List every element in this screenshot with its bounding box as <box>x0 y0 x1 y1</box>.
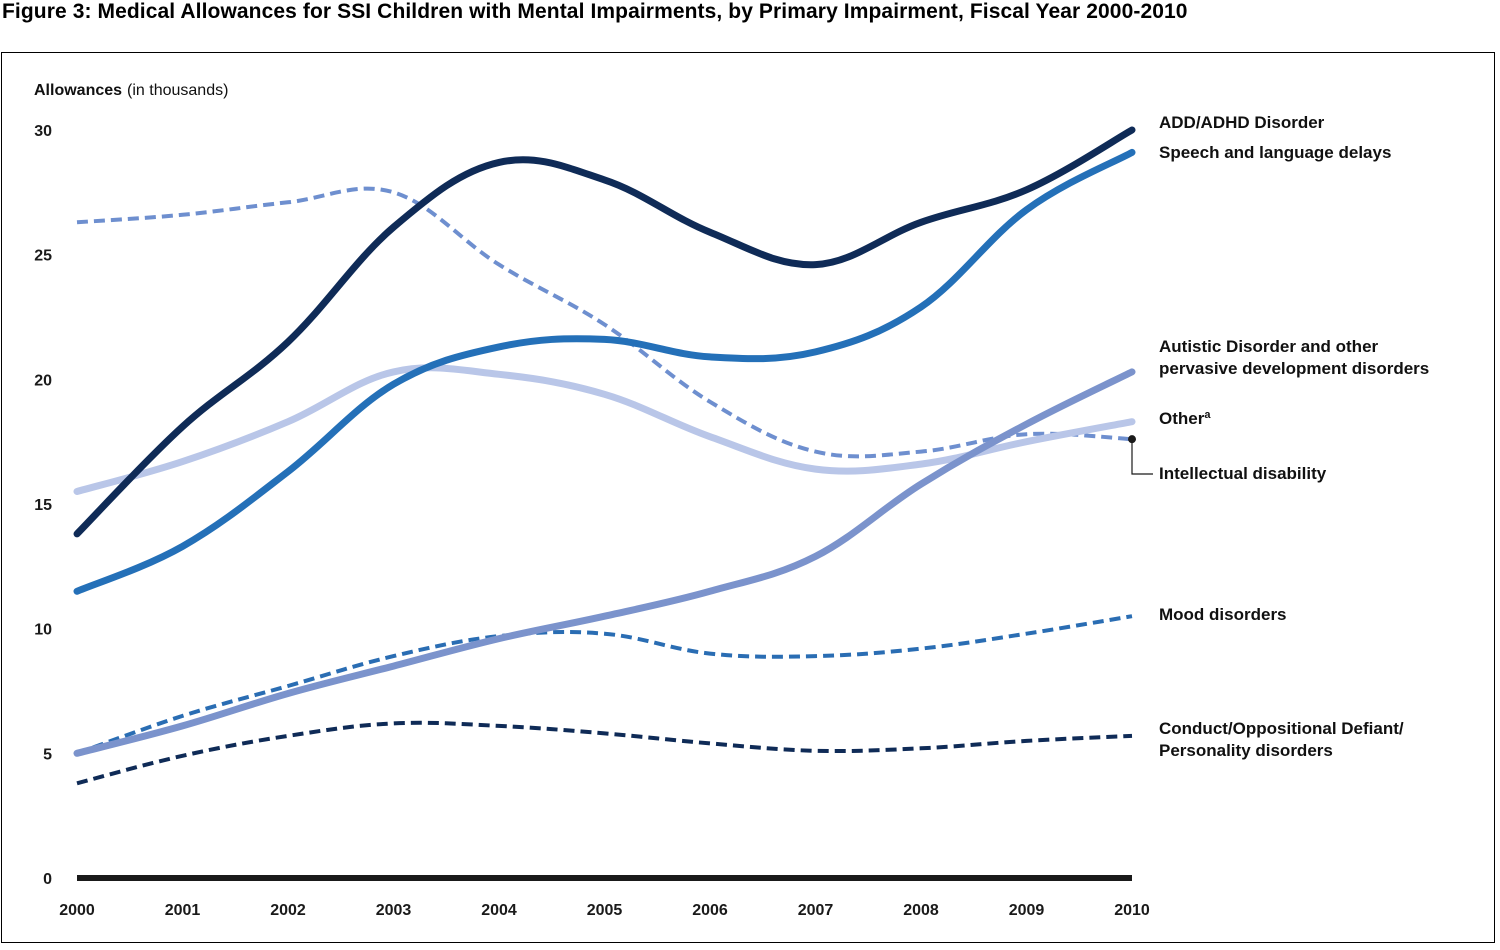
callout-dot <box>1128 435 1136 444</box>
x-tick-label: 2009 <box>1009 902 1045 919</box>
callout-leader-line <box>1131 442 1153 475</box>
x-tick-label: 2000 <box>59 902 95 919</box>
series-line-autistic-disorder-and-other-pervasive-development-disorders <box>73 368 1136 757</box>
svg-text:Intellectual disability: Intellectual disability <box>1159 464 1327 483</box>
x-tick-label: 2007 <box>798 902 834 919</box>
svg-text:Speech and language delays: Speech and language delays <box>1159 143 1391 162</box>
chart-title: Figure 3: Medical Allowances for SSI Chi… <box>2 0 1188 23</box>
svg-text:Mood disorders: Mood disorders <box>1159 605 1287 624</box>
legend-label-autistic-disorder-and-other-pervasive-development-disorders: Autistic Disorder and other pervasive dev… <box>1159 337 1429 378</box>
label-layer: Allowances (in thousands) 0 5 10 15 20 25 30 2000… <box>34 82 1429 919</box>
y-tick-label: 0 <box>43 871 52 888</box>
legend-label-intellectual-disability: Intellectual disability <box>1159 464 1327 483</box>
x-tick-label: 2006 <box>692 902 728 919</box>
series-line-intellectual-disability <box>76 186 1133 459</box>
svg-text:pervasive development disorder: pervasive development disorders <box>1159 359 1429 378</box>
x-tick-label: 2004 <box>481 902 517 919</box>
legend-label-other: Othera <box>1159 409 1211 428</box>
x-tick-label: 2002 <box>270 902 306 919</box>
legend-label-speech-and-language-delays: Speech and language delays <box>1159 143 1391 162</box>
y-tick-label: 15 <box>34 497 52 514</box>
x-tick-label: 2005 <box>587 902 623 919</box>
svg-text:Othera: Othera <box>1159 409 1211 428</box>
x-tick-label: 2008 <box>903 902 939 919</box>
y-axis-label: Allowances (in thousands) <box>34 82 228 99</box>
svg-text:ADD/ADHD Disorder: ADD/ADHD Disorder <box>1159 113 1325 132</box>
svg-text:Autistic Disorder and other: Autistic Disorder and other <box>1159 337 1379 356</box>
chart-frame <box>1 52 1495 943</box>
legend-label-conduct-oppositional-defiant-personality-disorders: Conduct/Oppositional Defiant/Personality… <box>1159 719 1404 760</box>
series-layer <box>73 126 1136 786</box>
series-line-add-adhd-disorder <box>73 126 1136 538</box>
legend-label-add-adhd-disorder: ADD/ADHD Disorder <box>1159 113 1325 132</box>
x-tick-label: 2010 <box>1114 902 1150 919</box>
y-tick-label: 5 <box>43 746 52 763</box>
svg-text:Conduct/Oppositional Defiant/: Conduct/Oppositional Defiant/ <box>1159 719 1404 738</box>
legend-label-mood-disorders: Mood disorders <box>1159 605 1287 624</box>
y-tick-label: 30 <box>34 123 52 140</box>
series-line-conduct-oppositional-defiant-personality-disorders <box>76 720 1133 786</box>
series-line-other <box>73 364 1136 495</box>
series-line-speech-and-language-delays <box>73 148 1136 595</box>
y-tick-label: 25 <box>34 248 52 265</box>
y-tick-label: 20 <box>34 372 52 389</box>
svg-text:Personality disorders: Personality disorders <box>1159 741 1333 760</box>
series-line-mood-disorders <box>76 614 1133 756</box>
y-tick-label: 10 <box>34 622 52 639</box>
x-tick-label: 2003 <box>376 902 412 919</box>
x-tick-label: 2001 <box>165 902 201 919</box>
